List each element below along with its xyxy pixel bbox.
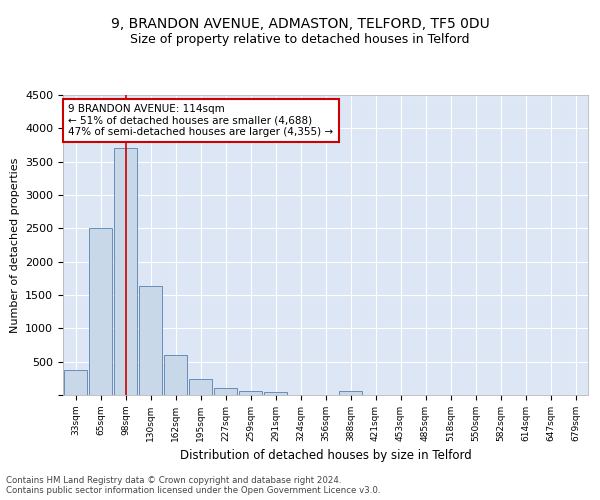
Bar	[164, 355, 187, 395]
Bar	[214, 388, 237, 395]
Text: Contains HM Land Registry data © Crown copyright and database right 2024.
Contai: Contains HM Land Registry data © Crown c…	[6, 476, 380, 495]
Text: 9 BRANDON AVENUE: 114sqm
← 51% of detached houses are smaller (4,688)
47% of sem: 9 BRANDON AVENUE: 114sqm ← 51% of detach…	[68, 104, 334, 137]
Bar	[139, 286, 162, 395]
Bar	[239, 392, 262, 395]
Text: Size of property relative to detached houses in Telford: Size of property relative to detached ho…	[130, 32, 470, 46]
Bar	[189, 379, 212, 395]
Bar	[264, 392, 287, 395]
Bar	[89, 228, 112, 395]
Bar	[64, 370, 87, 395]
Bar	[339, 392, 362, 395]
Text: 9, BRANDON AVENUE, ADMASTON, TELFORD, TF5 0DU: 9, BRANDON AVENUE, ADMASTON, TELFORD, TF…	[110, 18, 490, 32]
Bar	[114, 148, 137, 395]
Y-axis label: Number of detached properties: Number of detached properties	[10, 158, 20, 332]
X-axis label: Distribution of detached houses by size in Telford: Distribution of detached houses by size …	[179, 450, 472, 462]
